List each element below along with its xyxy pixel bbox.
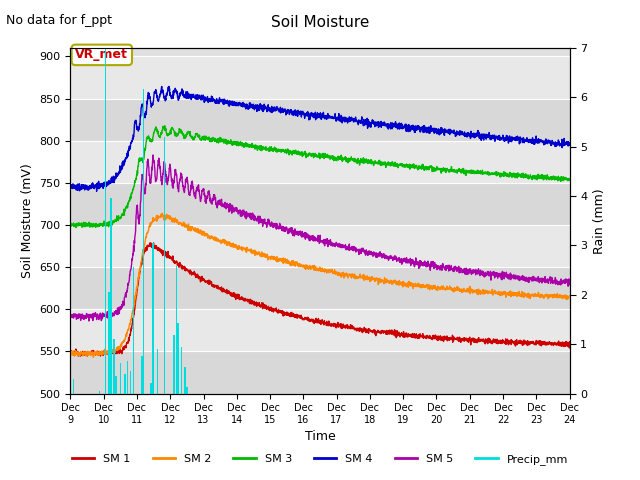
Bar bbox=[124, 374, 125, 394]
Bar bbox=[70, 267, 570, 309]
Bar bbox=[70, 141, 570, 183]
Text: VR_met: VR_met bbox=[76, 48, 128, 61]
Legend: SM 1, SM 2, SM 3, SM 4, SM 5, Precip_mm: SM 1, SM 2, SM 3, SM 4, SM 5, Precip_mm bbox=[68, 450, 572, 469]
Bar bbox=[70, 225, 570, 267]
Y-axis label: Rain (mm): Rain (mm) bbox=[593, 188, 605, 253]
Text: No data for f_ppt: No data for f_ppt bbox=[6, 14, 113, 27]
Bar bbox=[70, 98, 570, 141]
Bar bbox=[113, 338, 115, 394]
Bar bbox=[127, 360, 128, 394]
Bar bbox=[129, 371, 131, 394]
Bar bbox=[164, 137, 165, 394]
Bar bbox=[152, 243, 154, 394]
Bar bbox=[70, 351, 570, 394]
Y-axis label: Soil Moisture (mV): Soil Moisture (mV) bbox=[21, 163, 34, 278]
Bar bbox=[157, 349, 158, 394]
Bar bbox=[105, 48, 106, 394]
Bar bbox=[108, 292, 109, 394]
Bar bbox=[176, 265, 177, 394]
Bar bbox=[110, 198, 111, 394]
Bar bbox=[120, 363, 122, 394]
Bar bbox=[173, 335, 175, 394]
Bar bbox=[150, 384, 152, 394]
Bar bbox=[186, 387, 188, 394]
Bar bbox=[73, 379, 74, 394]
Bar bbox=[177, 323, 179, 394]
Bar bbox=[70, 309, 570, 351]
Bar bbox=[133, 267, 134, 394]
Bar bbox=[143, 89, 144, 394]
Bar bbox=[70, 57, 570, 98]
Bar bbox=[70, 183, 570, 225]
Bar bbox=[184, 367, 186, 394]
Bar bbox=[180, 347, 182, 394]
Bar bbox=[115, 376, 116, 394]
X-axis label: Time: Time bbox=[305, 431, 335, 444]
Bar bbox=[99, 391, 100, 394]
Title: Soil Moisture: Soil Moisture bbox=[271, 15, 369, 30]
Bar bbox=[141, 356, 143, 394]
